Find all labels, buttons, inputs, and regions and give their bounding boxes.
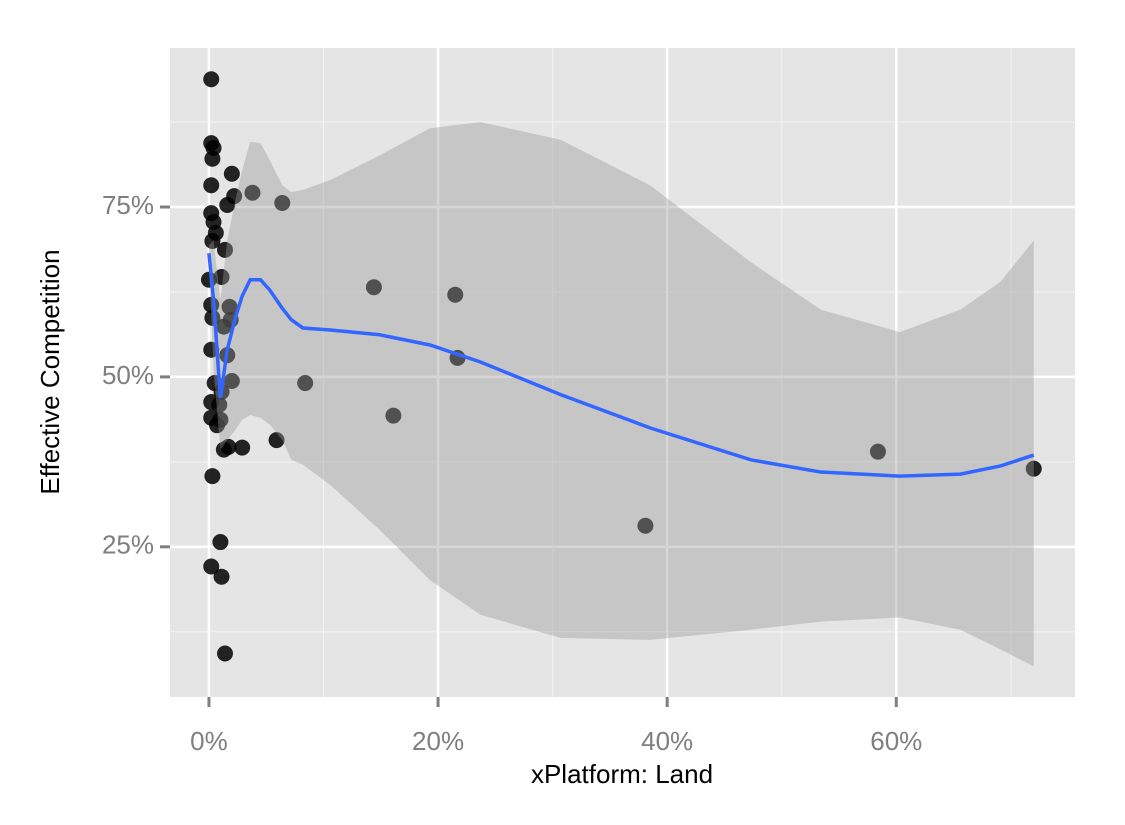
confidence-band — [208, 122, 1034, 667]
point — [203, 71, 220, 88]
point — [204, 233, 221, 250]
point — [216, 241, 233, 258]
point — [223, 372, 240, 389]
smooth-line — [207, 253, 1035, 478]
x-axis-title: xPlatform: Land — [531, 759, 713, 789]
point — [274, 194, 291, 211]
point — [215, 318, 232, 335]
y-tick-label: 75% — [102, 190, 154, 220]
point — [447, 286, 464, 303]
point — [234, 439, 251, 456]
point — [216, 645, 233, 662]
point — [211, 396, 228, 413]
point — [213, 568, 230, 585]
point — [297, 375, 314, 392]
point — [215, 441, 232, 458]
point — [1025, 460, 1042, 477]
point — [204, 468, 221, 485]
x-tick-label: 20% — [412, 726, 464, 756]
point — [244, 184, 261, 201]
point — [203, 177, 220, 194]
point — [212, 534, 229, 551]
point — [204, 150, 221, 167]
point — [219, 196, 236, 213]
y-tick-label: 50% — [102, 360, 154, 390]
point — [869, 443, 886, 460]
point — [221, 298, 238, 315]
x-tick-label: 0% — [190, 726, 228, 756]
point — [268, 432, 285, 449]
point — [385, 407, 402, 424]
plot-panel — [170, 48, 1075, 697]
point — [637, 517, 654, 534]
y-axis-title: Effective Competition — [35, 249, 65, 494]
point — [213, 269, 230, 286]
point — [203, 558, 220, 575]
x-tick-label: 60% — [870, 726, 922, 756]
point — [208, 417, 225, 434]
point — [365, 279, 382, 296]
point — [223, 165, 240, 182]
y-tick-label: 25% — [102, 530, 154, 560]
x-tick-label: 40% — [641, 726, 693, 756]
